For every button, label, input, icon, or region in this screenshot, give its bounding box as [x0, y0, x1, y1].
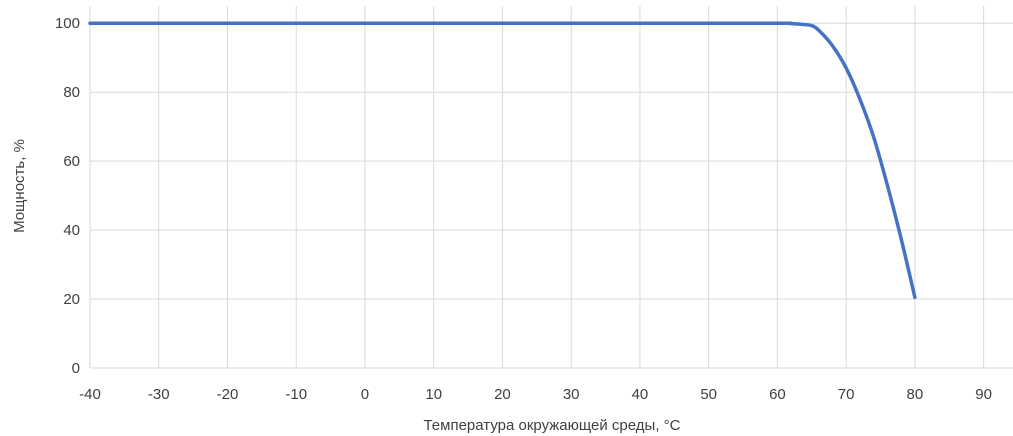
- x-axis-title: Температура окружающей среды, °C: [423, 417, 680, 434]
- y-tick-label: 40: [63, 222, 80, 239]
- x-tick-label: 40: [632, 386, 649, 403]
- y-axis-title: Мощность, %: [11, 139, 28, 233]
- x-tick-label: 50: [700, 386, 717, 403]
- x-tick-labels: -40 -30 -20 -10 0 10 20 30 40 50 60 70 80 90: [79, 386, 992, 403]
- x-tick-label: 20: [494, 386, 511, 403]
- x-tick-label: 90: [975, 386, 992, 403]
- x-tick-label: 30: [563, 386, 580, 403]
- y-tick-label: 20: [63, 291, 80, 308]
- series-layer: [88, 21, 917, 300]
- x-tick-label: -20: [217, 386, 239, 403]
- y-tick-label: 0: [72, 360, 80, 377]
- series-line-power: [88, 21, 917, 300]
- x-tick-label: -40: [79, 386, 101, 403]
- x-tick-label: 70: [838, 386, 855, 403]
- x-tick-label: -10: [285, 386, 307, 403]
- x-tick-label: 0: [361, 386, 369, 403]
- grid-lines: [89, 6, 1013, 369]
- y-tick-labels: 0 20 40 60 80 100: [55, 15, 80, 377]
- x-tick-label: 10: [425, 386, 442, 403]
- y-tick-label: 100: [55, 15, 80, 32]
- x-tick-label: 60: [769, 386, 786, 403]
- x-tick-label: -30: [148, 386, 170, 403]
- y-tick-label: 80: [63, 84, 80, 101]
- x-tick-label: 80: [907, 386, 924, 403]
- y-tick-label: 60: [63, 153, 80, 170]
